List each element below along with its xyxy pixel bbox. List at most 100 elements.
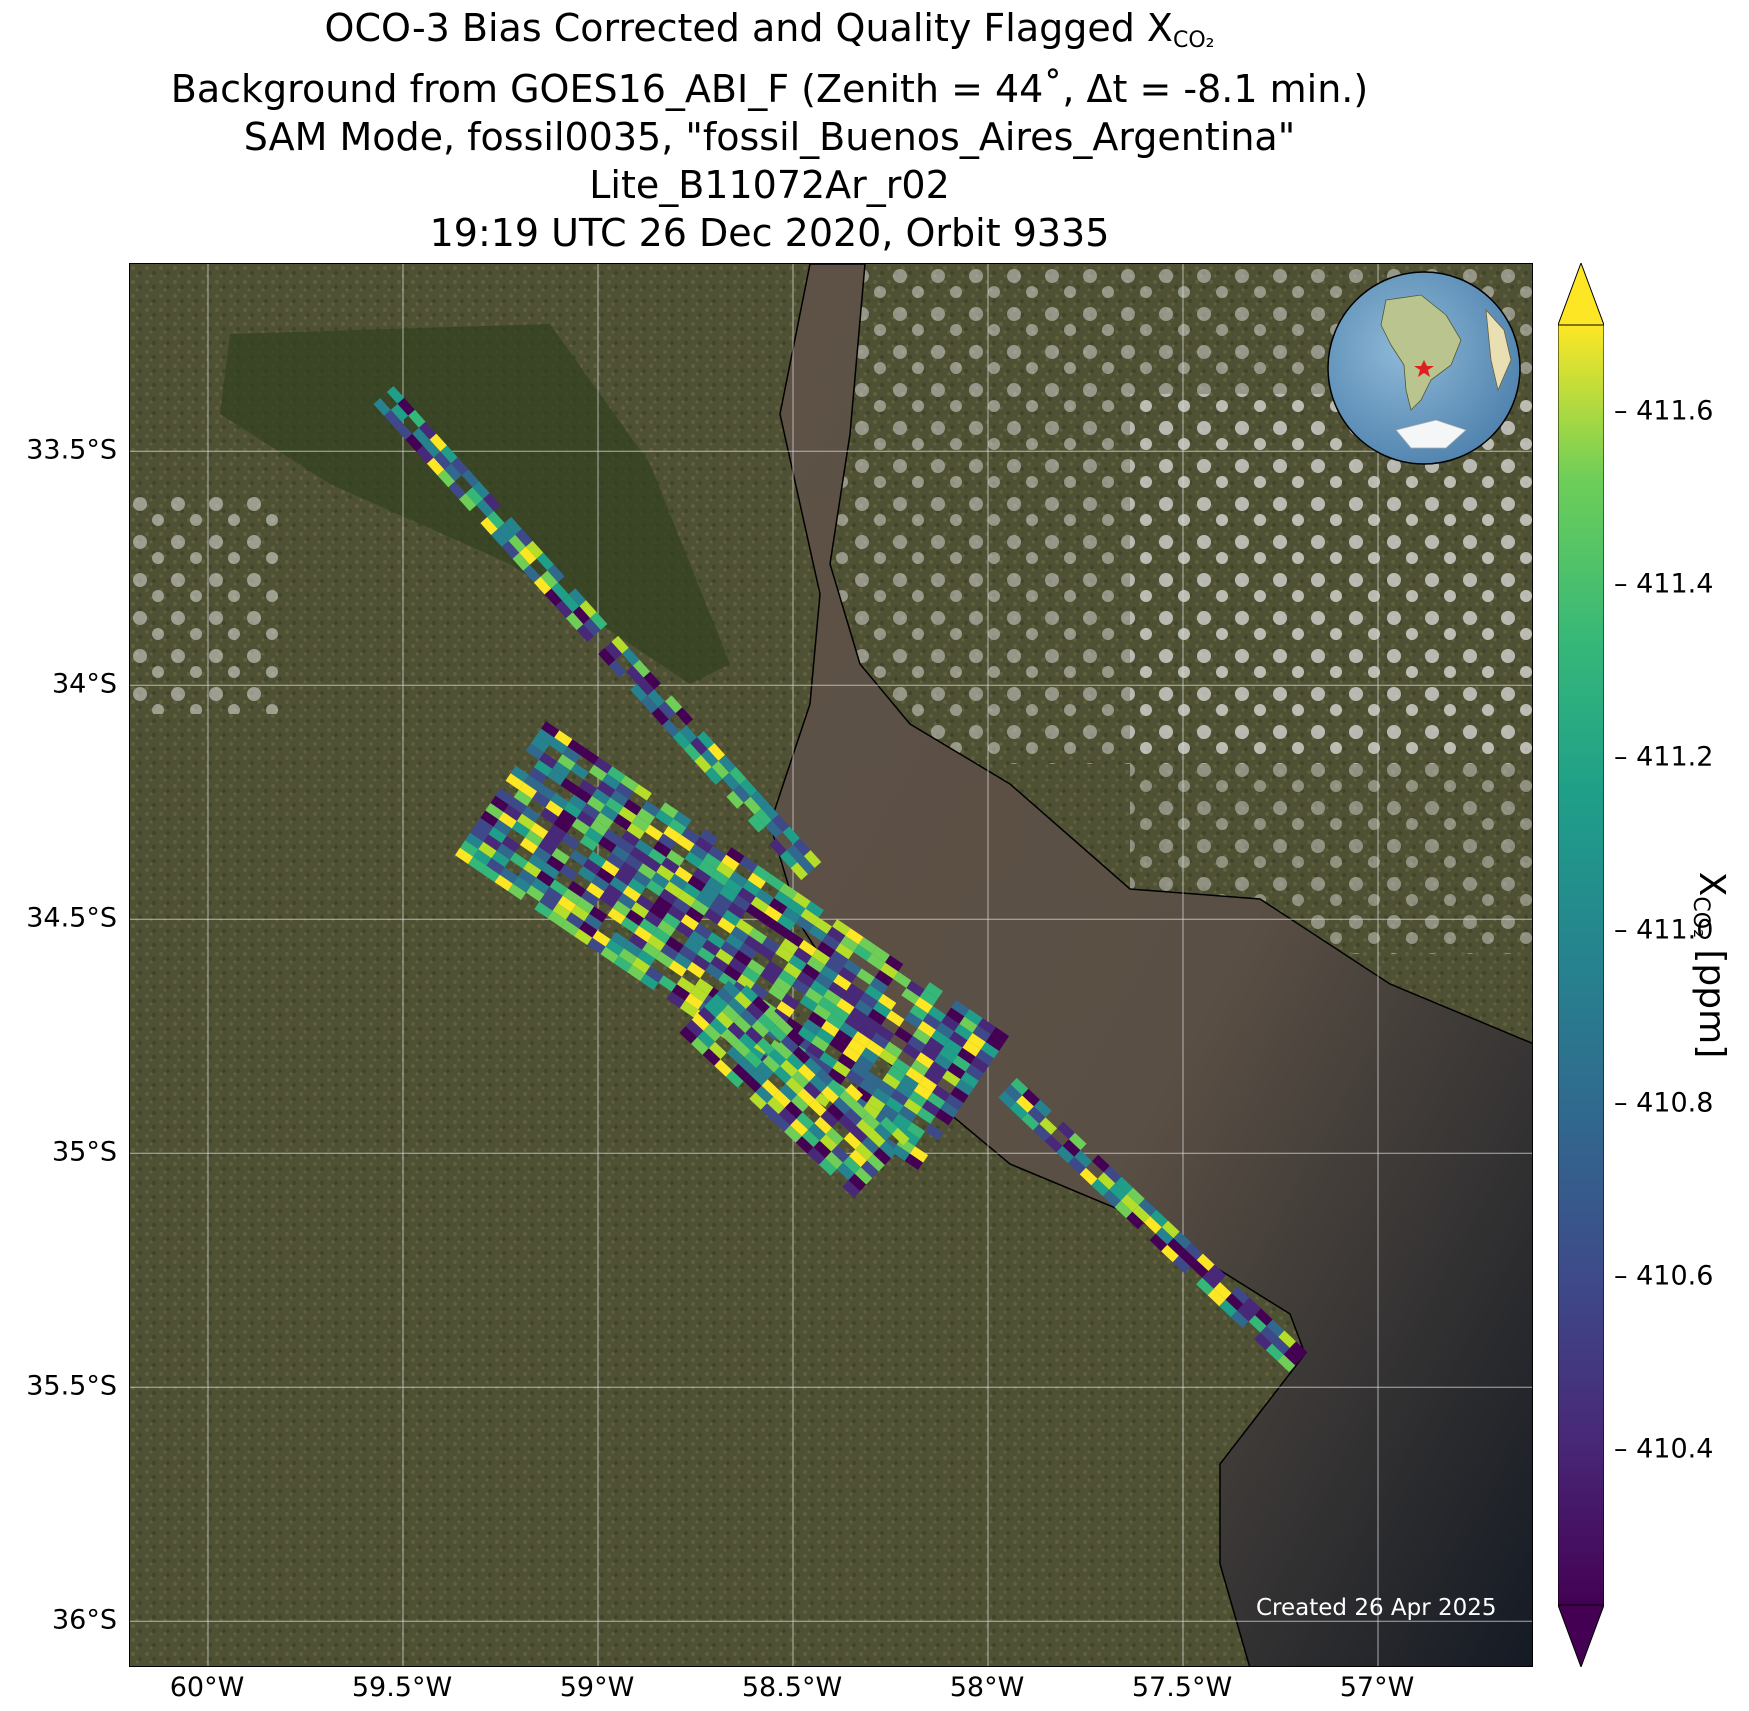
sounding-cell	[760, 968, 779, 985]
sounding-cell	[715, 1011, 734, 1029]
sounding-cell	[562, 888, 581, 905]
sounding-cell	[631, 815, 650, 832]
sounding-cell	[1097, 1172, 1116, 1190]
sounding-cell	[861, 1136, 880, 1154]
sounding-cell	[535, 728, 555, 746]
sounding-cell	[813, 917, 833, 934]
sounding-cell	[639, 918, 658, 935]
sounding-cell	[1021, 1112, 1040, 1131]
sounding-cell	[916, 1107, 936, 1124]
sounding-cell	[1254, 1332, 1272, 1351]
sounding-cell	[448, 481, 466, 500]
sounding-cell	[632, 659, 651, 678]
sounding-cell	[567, 880, 587, 898]
sounding-cell	[702, 853, 722, 870]
sounding-cell	[721, 1004, 740, 1023]
sounding-cell	[842, 1156, 861, 1174]
sounding-cell	[636, 808, 655, 825]
sounding-cell	[1230, 1310, 1249, 1329]
sounding-cell	[739, 1009, 758, 1027]
sounding-cell	[990, 1027, 1010, 1044]
sounding-cell	[844, 1014, 863, 1032]
sounding-cell	[786, 1053, 805, 1071]
sounding-cell	[927, 1006, 947, 1023]
sounding-cell	[752, 865, 771, 882]
sounding-cell	[673, 952, 692, 970]
colorbar-tick: – 411.2	[1614, 741, 1714, 773]
sounding-cell	[460, 840, 479, 857]
sounding-cell	[623, 940, 643, 958]
sounding-cell	[755, 889, 775, 906]
sounding-cell	[697, 947, 716, 964]
sounding-cell	[709, 1017, 728, 1036]
sounding-cell	[850, 1062, 869, 1079]
sounding-cell	[1150, 1209, 1168, 1228]
sounding-cell	[544, 886, 563, 904]
sounding-cell	[578, 779, 597, 796]
sounding-cell	[599, 891, 618, 908]
sounding-cell	[884, 1041, 903, 1059]
sounding-cell	[429, 433, 447, 452]
sounding-cell	[623, 799, 642, 816]
sounding-cell	[521, 806, 541, 823]
sounding-cell	[740, 985, 759, 1003]
sounding-cell	[518, 868, 537, 886]
sounding-cell	[714, 893, 733, 910]
sounding-cell	[950, 1086, 969, 1104]
sounding-cell	[1207, 1288, 1226, 1307]
sounding-cell	[544, 588, 562, 607]
sounding-cell	[614, 869, 633, 886]
sounding-cell	[972, 1025, 991, 1042]
sounding-cell	[769, 1024, 787, 1042]
sounding-cell	[536, 870, 555, 887]
sounding-cell	[508, 534, 526, 553]
sounding-cell	[763, 1007, 782, 1025]
sounding-cell	[1102, 1189, 1121, 1208]
sounding-cell	[555, 600, 573, 619]
sounding-cell	[605, 797, 624, 814]
sounding-cell	[778, 1107, 797, 1126]
sounding-cell	[772, 1114, 791, 1132]
colorbar-tick: – 411.0	[1614, 914, 1714, 946]
sounding-cell	[718, 754, 736, 773]
sounding-cell	[480, 810, 499, 827]
sounding-cell	[574, 928, 593, 946]
sounding-cell	[946, 1007, 965, 1024]
sounding-cell	[778, 969, 797, 987]
sounding-cell	[547, 564, 565, 583]
sounding-cell	[729, 766, 747, 785]
sounding-cell	[707, 743, 726, 761]
xco2-soundings	[373, 386, 1308, 1373]
sounding-cell	[697, 860, 717, 877]
sounding-cell	[581, 889, 600, 907]
sounding-cell	[886, 1010, 905, 1027]
sounding-cell	[1149, 1233, 1168, 1252]
sounding-cell	[791, 978, 810, 996]
sounding-cell	[459, 493, 477, 512]
sounding-cell	[860, 1047, 880, 1064]
sounding-cell	[746, 959, 766, 976]
sounding-cell	[685, 1019, 704, 1038]
sounding-cell	[785, 1077, 804, 1095]
sounding-cell	[547, 910, 566, 928]
sounding-cell	[1010, 1077, 1029, 1096]
sounding-cell	[486, 858, 505, 875]
sounding-cell	[494, 874, 513, 892]
map-canvas	[130, 264, 1532, 1666]
sounding-cell	[702, 939, 721, 956]
sounding-cell	[384, 409, 402, 428]
sounding-cell	[683, 938, 703, 955]
sounding-cell	[626, 822, 645, 840]
sounding-cell	[716, 862, 735, 879]
sounding-cell	[1202, 1271, 1220, 1289]
sounding-cell	[912, 1028, 931, 1045]
sounding-cell	[497, 522, 516, 541]
sounding-cell	[637, 863, 657, 880]
sounding-cell	[657, 920, 676, 937]
sounding-cell	[686, 961, 706, 979]
sounding-cell	[751, 1020, 770, 1038]
sounding-cell	[651, 707, 669, 726]
sounding-cell	[605, 939, 624, 956]
sounding-cell	[616, 837, 635, 855]
sounding-cell	[837, 1053, 856, 1070]
